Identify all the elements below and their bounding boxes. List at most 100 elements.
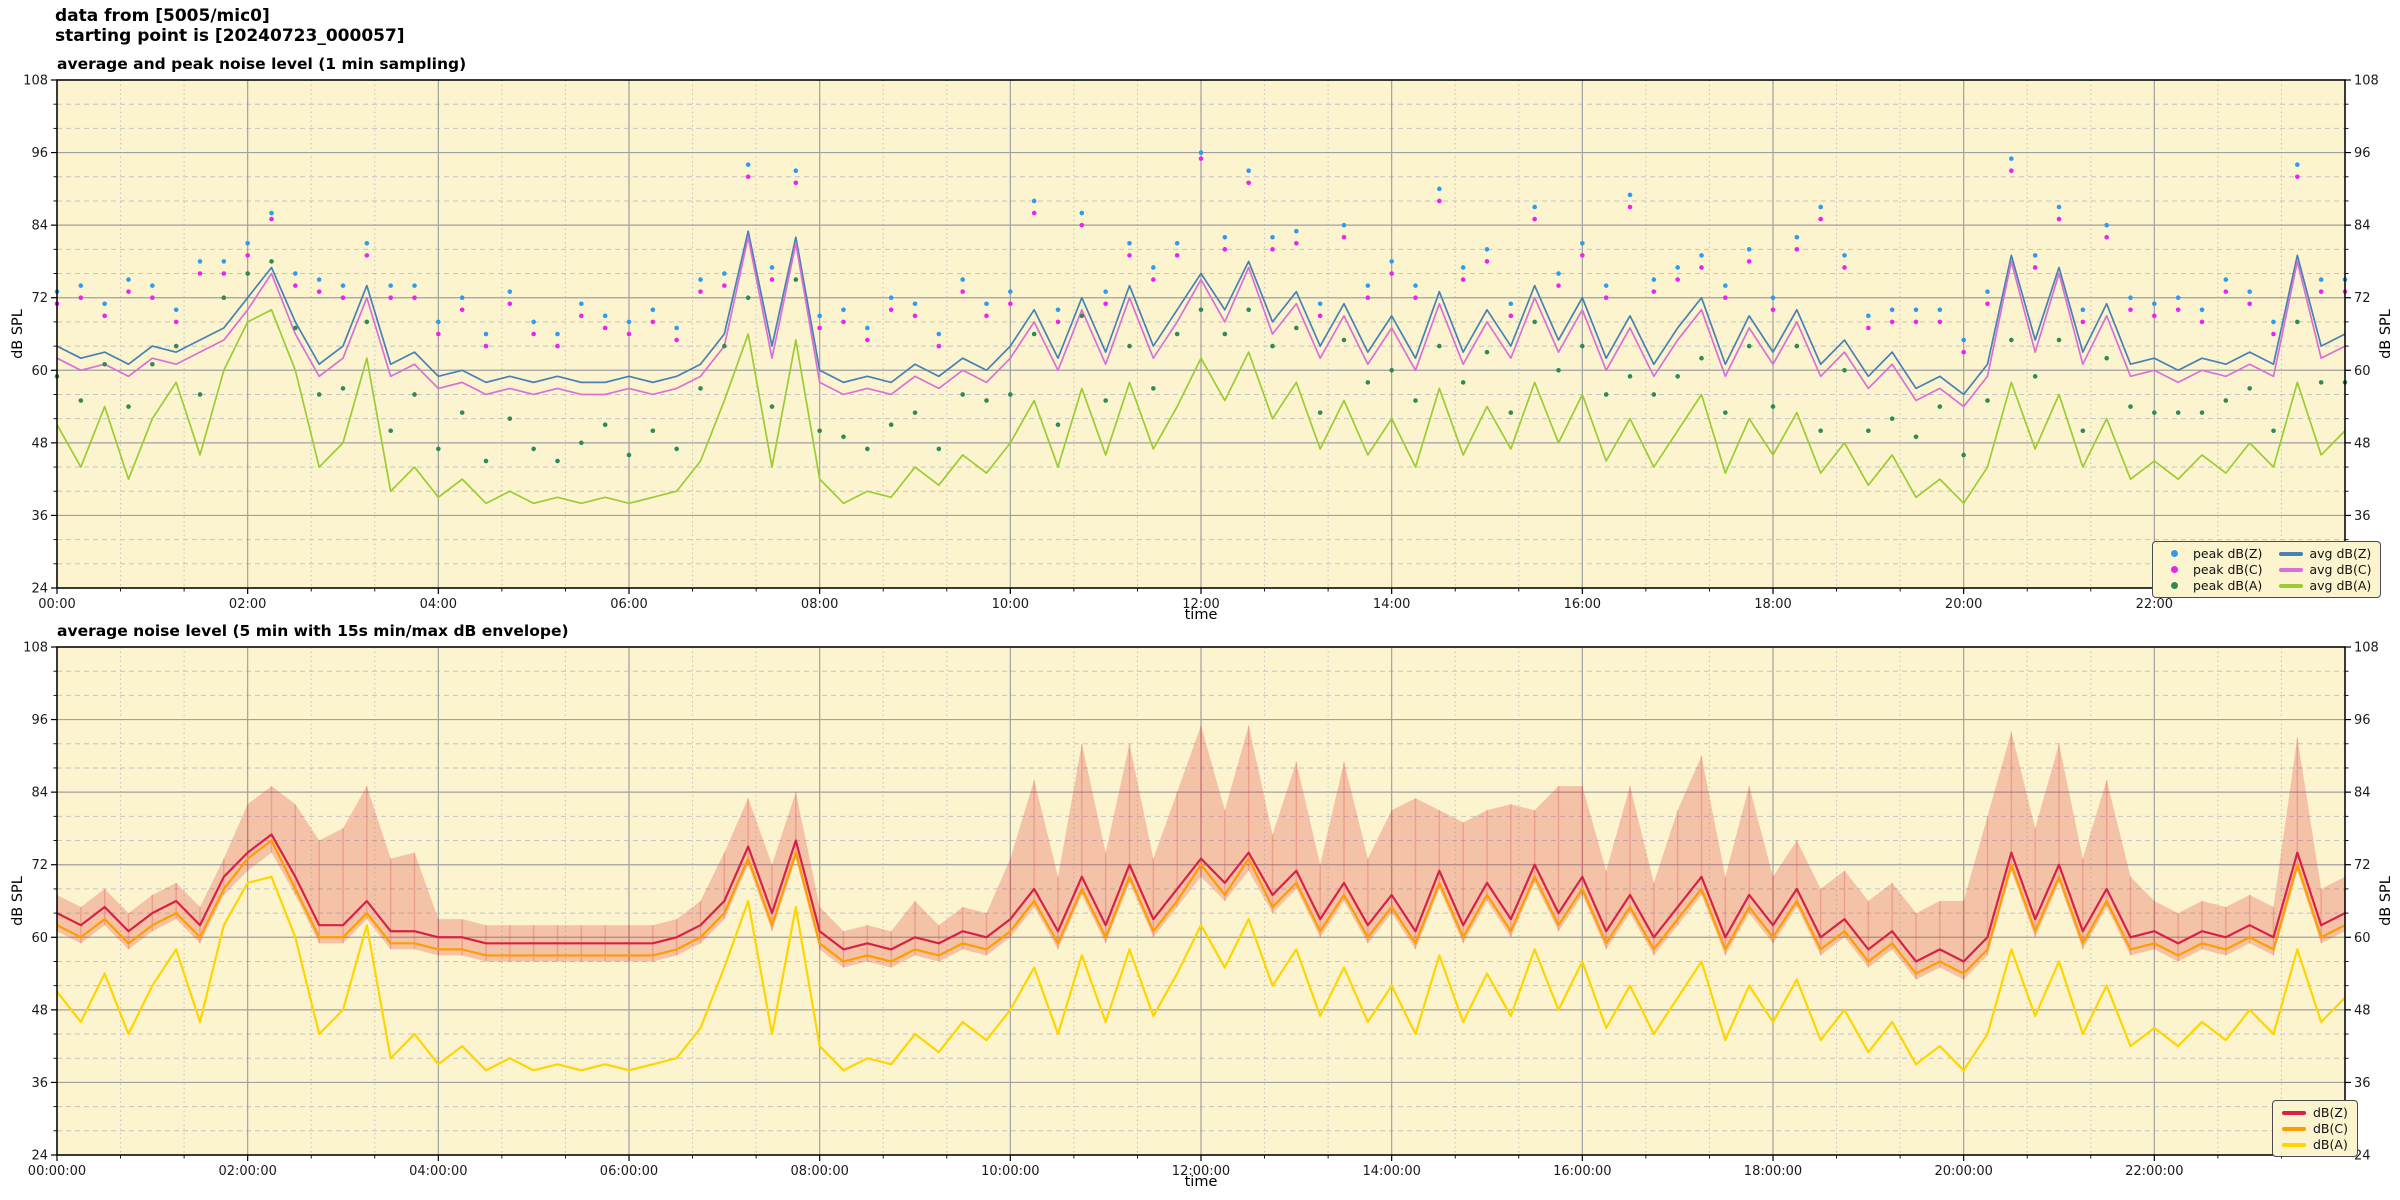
series-point-peak dB(C) bbox=[1341, 234, 1347, 240]
series-point-peak dB(C) bbox=[841, 319, 846, 325]
series-point-peak dB(A) bbox=[912, 410, 918, 415]
series-point-peak dB(A) bbox=[269, 259, 274, 264]
y-tick-label-right: 60 bbox=[2354, 364, 2371, 379]
series-point-peak dB(Z) bbox=[2080, 307, 2086, 313]
series-point-peak dB(A) bbox=[1723, 410, 1728, 415]
legend-label: avg dB(Z) bbox=[2309, 546, 2372, 561]
series-point-peak dB(A) bbox=[745, 295, 751, 301]
series-point-peak dB(Z) bbox=[1198, 150, 1204, 155]
legend-label: avg dB(C) bbox=[2309, 562, 2372, 577]
legend-item: peak dB(C) bbox=[2162, 562, 2263, 577]
series-point-peak dB(Z) bbox=[2056, 204, 2062, 210]
legend-item: peak dB(A) bbox=[2162, 578, 2263, 593]
series-point-peak dB(A) bbox=[1127, 343, 1132, 349]
series-point-peak dB(A) bbox=[2056, 337, 2062, 343]
series-point-peak dB(C) bbox=[2056, 216, 2062, 222]
series-point-peak dB(Z) bbox=[1937, 307, 1943, 313]
series-point-peak dB(A) bbox=[555, 458, 560, 464]
series-point-peak dB(C) bbox=[1151, 277, 1156, 282]
series-point-peak dB(C) bbox=[865, 337, 870, 343]
series-point-peak dB(A) bbox=[1031, 331, 1037, 337]
series-point-peak dB(C) bbox=[245, 253, 250, 258]
series-point-peak dB(Z) bbox=[912, 301, 918, 307]
series-point-peak dB(A) bbox=[1699, 355, 1704, 361]
series-point-peak dB(Z) bbox=[2199, 307, 2205, 313]
series-point-peak dB(C) bbox=[1699, 265, 1704, 270]
series-point-peak dB(Z) bbox=[1389, 259, 1394, 264]
series-point-peak dB(A) bbox=[293, 325, 298, 331]
series-point-peak dB(C) bbox=[293, 283, 298, 288]
series-point-peak dB(Z) bbox=[1294, 228, 1299, 234]
series-point-peak dB(C) bbox=[1031, 210, 1037, 216]
series-point-peak dB(Z) bbox=[1484, 247, 1490, 252]
y-tick-label-left: 48 bbox=[31, 436, 48, 451]
x-tick-label: 18:00:00 bbox=[1744, 1164, 1802, 1179]
legend-item: dB(C) bbox=[2282, 1121, 2348, 1136]
series-point-peak dB(C) bbox=[2318, 289, 2324, 294]
legend-dot-marker bbox=[2162, 582, 2186, 589]
x-tick-label: 00:00:00 bbox=[28, 1164, 86, 1179]
series-line-dB(C) bbox=[56, 839, 2346, 975]
series-point-peak dB(Z) bbox=[1317, 301, 1323, 307]
series-point-peak dB(C) bbox=[1866, 325, 1871, 331]
series-point-peak dB(C) bbox=[2199, 319, 2205, 325]
header-line-1: data from [5005/mic0] bbox=[55, 6, 270, 26]
series-point-peak dB(A) bbox=[483, 458, 489, 464]
series-point-peak dB(A) bbox=[1842, 367, 1847, 373]
series-point-peak dB(A) bbox=[1794, 343, 1800, 349]
series-point-peak dB(C) bbox=[1055, 319, 1061, 325]
minmax-envelope bbox=[57, 725, 2345, 980]
series-point-peak dB(Z) bbox=[102, 301, 107, 307]
series-point-peak dB(Z) bbox=[1008, 289, 1013, 294]
series-point-peak dB(Z) bbox=[388, 283, 393, 288]
series-point-peak dB(Z) bbox=[769, 265, 775, 270]
series-point-peak dB(C) bbox=[1794, 247, 1800, 252]
series-point-peak dB(Z) bbox=[2152, 301, 2157, 307]
series-point-peak dB(C) bbox=[1651, 289, 1657, 294]
series-point-peak dB(A) bbox=[960, 392, 965, 397]
series-point-peak dB(C) bbox=[150, 295, 155, 301]
x-tick-label: 22:00:00 bbox=[2125, 1164, 2183, 1179]
series-point-peak dB(A) bbox=[1270, 343, 1275, 349]
series-point-peak dB(Z) bbox=[2032, 253, 2038, 258]
series-point-peak dB(Z) bbox=[1842, 253, 1847, 258]
legend-column: peak dB(Z) peak dB(C) peak dB(A) bbox=[2162, 546, 2263, 593]
y-tick-label-right: 48 bbox=[2354, 436, 2371, 451]
series-point-peak dB(A) bbox=[173, 343, 179, 349]
series-point-peak dB(A) bbox=[1580, 343, 1585, 349]
legend-line-marker bbox=[2282, 1126, 2306, 1131]
series-point-peak dB(A) bbox=[531, 446, 536, 452]
y-tick-label-right: 60 bbox=[2354, 931, 2371, 946]
series-point-peak dB(A) bbox=[2152, 410, 2157, 415]
series-point-peak dB(Z) bbox=[1770, 295, 1776, 301]
series-point-peak dB(A) bbox=[2223, 398, 2229, 403]
series-point-peak dB(C) bbox=[1770, 307, 1776, 313]
series-point-peak dB(A) bbox=[245, 271, 250, 276]
series-point-peak dB(A) bbox=[1913, 434, 1919, 440]
series-point-peak dB(Z) bbox=[1866, 313, 1871, 319]
series-point-peak dB(C) bbox=[197, 271, 203, 276]
series-point-peak dB(Z) bbox=[340, 283, 346, 288]
legend-label: avg dB(A) bbox=[2309, 578, 2372, 593]
series-point-peak dB(A) bbox=[412, 392, 417, 397]
x-tick-label: 20:00 bbox=[1945, 597, 1982, 612]
series-point-peak dB(C) bbox=[173, 319, 179, 325]
series-point-peak dB(A) bbox=[1627, 374, 1633, 379]
series-point-peak dB(C) bbox=[2009, 168, 2014, 174]
series-point-peak dB(Z) bbox=[269, 210, 274, 216]
series-point-peak dB(Z) bbox=[364, 240, 370, 246]
x-tick-label: 16:00 bbox=[1564, 597, 1601, 612]
x-tick-label: 22:00 bbox=[2136, 597, 2173, 612]
series-point-peak dB(A) bbox=[626, 452, 632, 458]
series-point-peak dB(Z) bbox=[436, 319, 441, 325]
series-point-peak dB(A) bbox=[817, 428, 822, 434]
series-point-peak dB(A) bbox=[793, 277, 799, 282]
series-point-peak dB(Z) bbox=[507, 289, 513, 294]
series-point-peak dB(A) bbox=[340, 386, 346, 391]
series-point-peak dB(C) bbox=[436, 331, 441, 337]
series-point-peak dB(C) bbox=[102, 313, 107, 319]
x-tick-label: 10:00:00 bbox=[981, 1164, 1039, 1179]
legend-item: avg dB(C) bbox=[2278, 562, 2372, 577]
series-point-peak dB(Z) bbox=[698, 277, 703, 282]
series-point-peak dB(C) bbox=[579, 313, 584, 319]
